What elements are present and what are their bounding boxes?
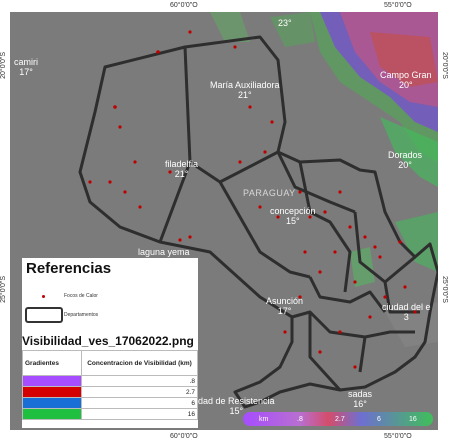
gradient-table: Gradientes Concentracion de Visibilidad … [22, 350, 198, 420]
scale-stop-2: 2.7 [335, 415, 345, 423]
heat-points [88, 30, 417, 369]
city-concepcion: concepción 15° [270, 206, 316, 226]
gradient-row: 2.7 [22, 386, 198, 398]
right-tick-1: 20°0'0"S [441, 52, 448, 79]
gradient-swatch [22, 386, 82, 398]
right-tick-2: 25°0'0"S [441, 276, 448, 303]
city-camiri: camiri 17° [14, 57, 38, 77]
scale-stop-1: .8 [297, 415, 303, 423]
gradient-value: 6 [81, 397, 198, 409]
legend-title: Referencias [26, 260, 112, 277]
department-symbol [25, 307, 63, 323]
city-posadas: sadas 16° [348, 389, 373, 409]
left-tick-1: 20°0'0"S [0, 52, 7, 79]
gradient-row: 6 [22, 397, 198, 409]
gradient-swatch [22, 397, 82, 409]
scale-stop-3: 6 [377, 415, 381, 423]
gradient-value: 2.7 [81, 386, 198, 398]
heat-point-symbol [42, 295, 45, 298]
top-tick-1: 60°0'0"O [170, 2, 198, 9]
gradient-value: 16 [81, 408, 198, 420]
left-tick-2: 25°0'0"S [0, 276, 7, 303]
gradient-swatch [22, 408, 82, 420]
scale-unit: km [259, 415, 269, 423]
city-maria-auxiliadora: María Auxiliadora 21° [210, 80, 280, 100]
legend-layer-name: Visibilidad_ves_17062022.png [22, 334, 194, 348]
scale-stop-4: 16 [409, 415, 417, 423]
city-filadelfia: filadelfia 21° [165, 159, 199, 179]
concentration-header: Concentracion de Visibilidad (km) [81, 350, 198, 376]
gradient-row: 16 [22, 408, 198, 420]
legend-item-departments: Departamentos [64, 312, 99, 318]
bottom-tick-1: 60°0'0"O [170, 433, 198, 440]
city-dorados: Dorados 20° [388, 150, 423, 170]
gradient-value: .8 [81, 375, 198, 387]
country-label: PARAGUAY [243, 188, 296, 198]
city-resistencia: dad de Resistencia 15° [198, 396, 275, 416]
gradient-header: Gradientes [22, 350, 82, 376]
bottom-tick-2: 55°0'0"O [384, 433, 412, 440]
legend-panel: Referencias Focos de Calor Departamentos… [22, 258, 198, 428]
city-asuncion: Asunción 17° [266, 296, 304, 316]
city-campo-grande: Campo Gran 20° [380, 70, 432, 90]
city-laguna-yema: laguna yema [138, 247, 190, 257]
department-boundaries [78, 35, 438, 409]
gradient-swatch [22, 375, 82, 387]
map-layers [78, 12, 438, 409]
city-temp-23: 23° [278, 18, 292, 28]
legend-item-heat: Focos de Calor [64, 293, 98, 299]
visibility-gradient-layer [210, 12, 438, 347]
top-tick-2: 55°0'0"O [384, 2, 412, 9]
visibility-scale-bar: km .8 2.7 6 16 [243, 412, 433, 426]
gradient-row: .8 [22, 375, 198, 387]
